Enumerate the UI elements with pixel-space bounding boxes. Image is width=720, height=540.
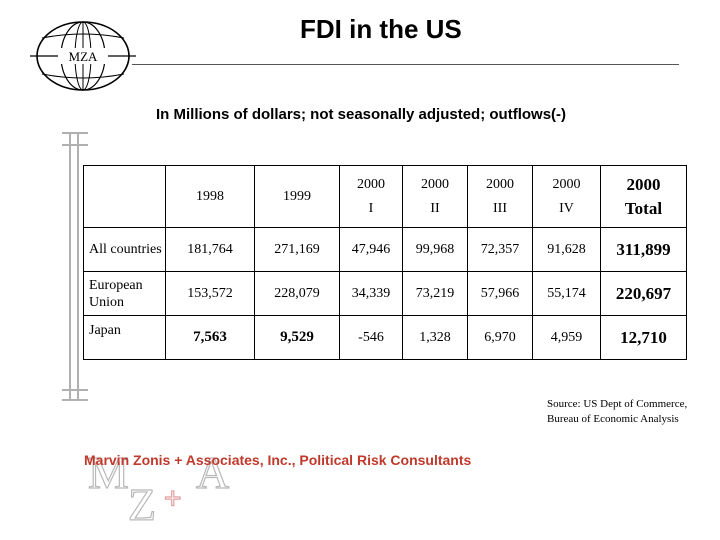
logo-text: MZA <box>69 49 99 64</box>
table-cell-total: 220,697 <box>600 271 687 316</box>
table-cell: 153,572 <box>165 271 255 316</box>
table-cell: 72,357 <box>467 227 533 272</box>
table-cell: 47,946 <box>339 227 403 272</box>
table-cell: 99,968 <box>402 227 468 272</box>
table-cell-total: 311,899 <box>600 227 687 272</box>
table-cell: 228,079 <box>254 271 340 316</box>
row-label: Japan <box>83 315 166 360</box>
table-header-row: 1998 1999 2000 I 2000 II 2000 III 2000 I… <box>83 165 687 228</box>
table-cell: 34,339 <box>339 271 403 316</box>
table-cell: -546 <box>339 315 403 360</box>
table-cell-total: 12,710 <box>600 315 687 360</box>
subtitle: In Millions of dollars; not seasonally a… <box>156 106 567 123</box>
svg-text:+: + <box>164 482 182 515</box>
fdi-table: 1998 1999 2000 I 2000 II 2000 III 2000 I… <box>83 165 687 360</box>
col-header-1999: 1999 <box>254 165 340 228</box>
table-cell: 271,169 <box>254 227 340 272</box>
table-cell: 1,328 <box>402 315 468 360</box>
svg-text:A: A <box>196 447 229 498</box>
corner-cell <box>83 165 166 228</box>
table-cell: 73,219 <box>402 271 468 316</box>
decorative-ibeam <box>62 132 88 401</box>
row-label: All countries <box>83 227 166 272</box>
table-cell: 91,628 <box>532 227 601 272</box>
col-header-2000-iii: 2000 III <box>467 165 533 228</box>
col-header-2000-total: 2000 Total <box>600 165 687 228</box>
table-cell: 6,970 <box>467 315 533 360</box>
table-cell: 7,563 <box>165 315 255 360</box>
table-cell: 57,966 <box>467 271 533 316</box>
svg-text:M: M <box>88 447 129 498</box>
svg-text:Z: Z <box>128 479 156 525</box>
table-row: All countries 181,764 271,169 47,946 99,… <box>83 227 687 272</box>
title-underline <box>132 64 679 65</box>
col-header-2000-ii: 2000 II <box>402 165 468 228</box>
source-line-1: Source: US Dept of Commerce, <box>547 398 688 410</box>
table-cell: 55,174 <box>532 271 601 316</box>
table-row: Japan 7,563 9,529 -546 1,328 6,970 4,959… <box>83 315 687 360</box>
row-label: European Union <box>83 271 166 316</box>
table-cell: 9,529 <box>254 315 340 360</box>
col-header-1998: 1998 <box>165 165 255 228</box>
mza-globe-logo: MZA <box>30 21 136 91</box>
col-header-2000-i: 2000 I <box>339 165 403 228</box>
table-cell: 181,764 <box>165 227 255 272</box>
col-header-2000-iv: 2000 IV <box>532 165 601 228</box>
source-line-2: Bureau of Economic Analysis <box>547 413 679 425</box>
table-row: European Union 153,572 228,079 34,339 73… <box>83 271 687 316</box>
table-cell: 4,959 <box>532 315 601 360</box>
mza-letter-logo: M Z + A <box>87 446 229 525</box>
source-note: Source: US Dept of Commerce, Bureau of E… <box>547 397 687 427</box>
company-footer: Marvin Zonis + Associates, Inc., Politic… <box>84 452 472 468</box>
page-title: FDI in the US <box>300 14 462 44</box>
